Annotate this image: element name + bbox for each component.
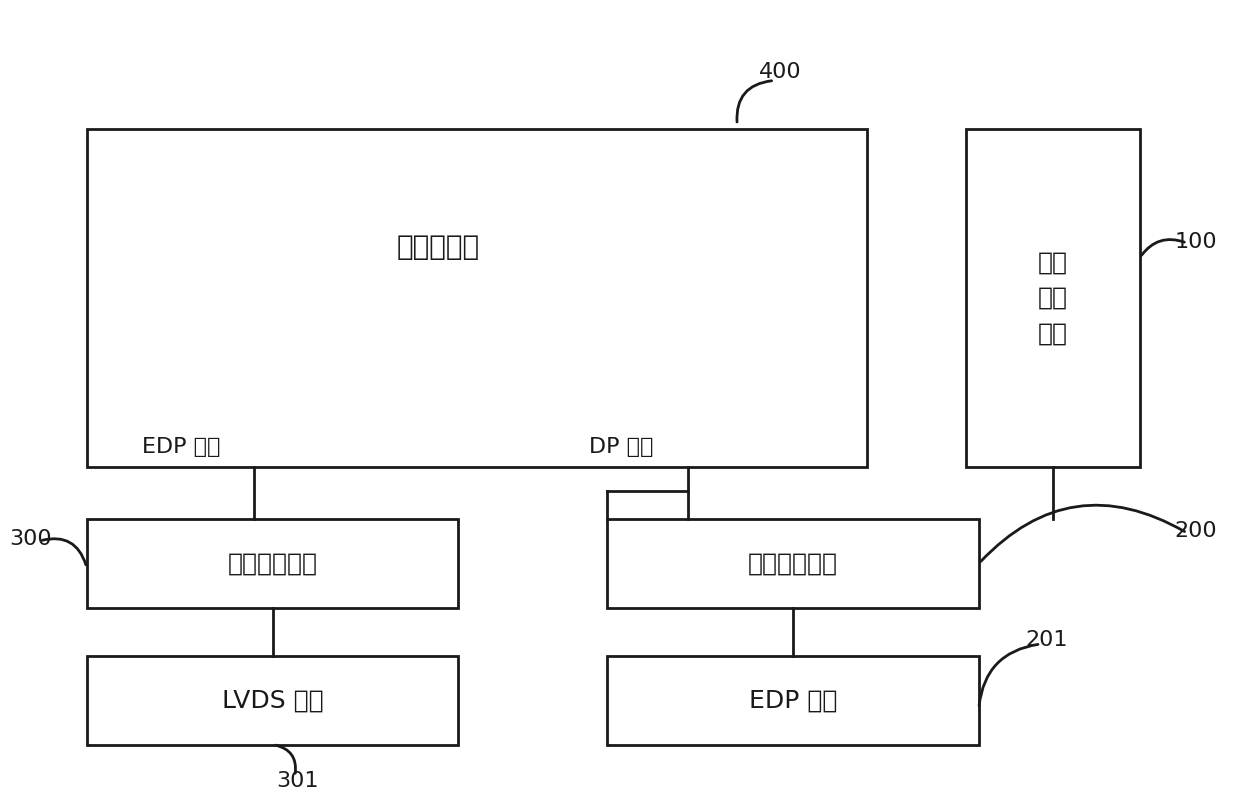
Text: 300: 300	[10, 530, 52, 549]
Bar	[87, 519, 458, 608]
FancyArrowPatch shape	[42, 539, 85, 565]
Bar	[607, 656, 979, 745]
Text: DP 模式: DP 模式	[589, 437, 653, 456]
Text: 200: 200	[1175, 522, 1217, 541]
Bar	[87, 656, 458, 745]
FancyArrowPatch shape	[981, 506, 1184, 561]
Text: 背光控制电路: 背光控制电路	[748, 551, 838, 576]
Text: LVDS 模式: LVDS 模式	[222, 688, 323, 712]
Text: 100: 100	[1175, 232, 1217, 251]
Text: 中央处理器: 中央处理器	[396, 233, 479, 261]
Bar	[87, 129, 867, 467]
Text: 301: 301	[276, 771, 318, 791]
Text: 400: 400	[760, 63, 802, 82]
Text: EDP 模式: EDP 模式	[748, 688, 838, 712]
Text: 输入
输出
芯片: 输入 输出 芯片	[1038, 250, 1068, 345]
Text: 信号转换芯片: 信号转换芯片	[228, 551, 317, 576]
FancyArrowPatch shape	[737, 80, 772, 122]
FancyArrowPatch shape	[979, 644, 1038, 706]
Text: 201: 201	[1026, 630, 1068, 650]
FancyArrowPatch shape	[1141, 240, 1184, 255]
FancyArrowPatch shape	[275, 745, 296, 774]
Bar	[966, 129, 1140, 467]
Bar	[607, 519, 979, 608]
Text: EDP 模式: EDP 模式	[142, 437, 221, 456]
